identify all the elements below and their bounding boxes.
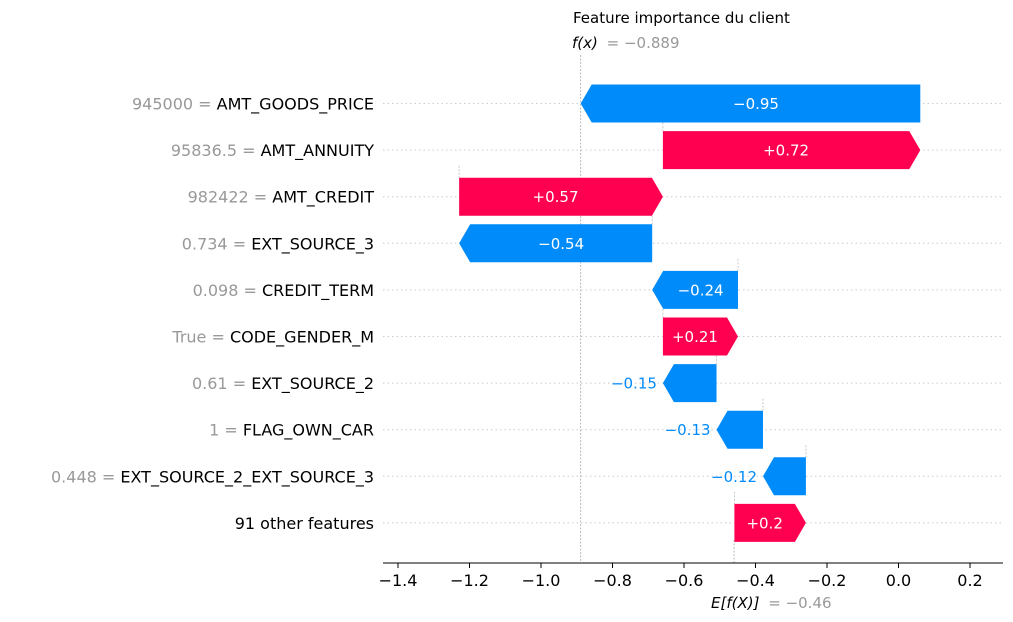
x-tick-label: −0.2 <box>808 571 847 590</box>
bar-value-label: +0.72 <box>763 142 809 160</box>
feature-name: AMT_CREDIT <box>272 188 374 208</box>
negative-bar <box>716 410 764 449</box>
feature-value: 0.448 = <box>51 467 120 486</box>
feature-label: True = CODE_GENDER_M <box>171 328 374 348</box>
negative-bar <box>580 84 921 123</box>
feature-value: 0.61 = <box>192 374 251 393</box>
positive-bar <box>459 177 663 216</box>
chart-title: Feature importance du client <box>573 9 790 27</box>
x-axis: −1.4 −1.2 −1.0 −0.8 −0.6 −0.4 −0.2 0.0 0.2 <box>379 562 1003 590</box>
x-tick-label: −1.0 <box>522 571 561 590</box>
negative-bar <box>652 270 738 309</box>
feature-value: 0.098 = <box>193 281 262 300</box>
feature-label: 0.734 = EXT_SOURCE_3 <box>182 234 374 254</box>
feature-name: AMT_ANNUITY <box>261 141 375 161</box>
bar-value-label: +0.57 <box>533 188 579 206</box>
positive-bar <box>734 503 806 542</box>
feature-label: 982422 = AMT_CREDIT <box>188 188 375 208</box>
ex-label: E[f(X)] <box>711 594 760 612</box>
feature-label: 0.098 = CREDIT_TERM <box>193 281 374 301</box>
feature-label: 945000 = AMT_GOODS_PRICE <box>132 95 374 115</box>
feature-name: CREDIT_TERM <box>262 281 374 301</box>
bar-value-label: −0.54 <box>538 235 584 253</box>
feature-name: CODE_GENDER_M <box>230 328 374 348</box>
x-tick-label: −0.8 <box>593 571 632 590</box>
feature-label: 0.448 = EXT_SOURCE_2_EXT_SOURCE_3 <box>51 467 374 487</box>
positive-bar <box>662 317 738 356</box>
x-tick-label: −0.4 <box>736 571 775 590</box>
x-tick-label: 0.2 <box>957 571 982 590</box>
feature-name: AMT_GOODS_PRICE <box>217 95 374 115</box>
negative-bar <box>763 457 806 496</box>
feature-value: True = <box>171 328 230 347</box>
x-tick-label: −1.4 <box>379 571 418 590</box>
feature-name: EXT_SOURCE_3 <box>251 234 374 254</box>
bar-value-label: −0.12 <box>711 468 757 486</box>
feature-label: 0.61 = EXT_SOURCE_2 <box>192 374 374 394</box>
feature-name: EXT_SOURCE_2 <box>251 374 374 394</box>
fx-value: = −0.889 <box>607 34 680 52</box>
feature-name: 91 other features <box>235 514 374 533</box>
feature-value: 95836.5 = <box>171 141 261 160</box>
feature-label: 91 other features <box>235 514 374 533</box>
feature-value: 945000 = <box>132 95 217 114</box>
bar-value-label: −0.24 <box>678 281 724 299</box>
ex-annotation: E[f(X)] = −0.46 <box>711 594 832 612</box>
feature-value: 982422 = <box>188 188 273 207</box>
x-tick-label: −0.6 <box>665 571 704 590</box>
positive-bar <box>662 131 921 170</box>
feature-name: EXT_SOURCE_2_EXT_SOURCE_3 <box>120 467 374 487</box>
bars: −0.95 +0.72 +0.57 −0.54 −0.24 +0.21 −0.15 −0.13… <box>459 84 921 542</box>
negative-bar <box>459 224 653 263</box>
bar-value-label: +0.2 <box>746 514 782 532</box>
fx-annotation: f(x) = −0.889 <box>572 34 680 52</box>
feature-labels: 945000 = AMT_GOODS_PRICE 95836.5 = AMT_AN… <box>51 95 374 533</box>
bar-value-label: +0.21 <box>672 328 718 346</box>
negative-bar <box>662 364 717 403</box>
x-tick-label: 0.0 <box>886 571 911 590</box>
bar-value-label: −0.13 <box>665 421 711 439</box>
feature-value: 0.734 = <box>182 234 251 253</box>
x-tick-label: −1.2 <box>450 571 489 590</box>
feature-value: 1 = <box>209 421 243 440</box>
bar-value-label: −0.15 <box>611 375 657 393</box>
bar-value-label: −0.95 <box>733 95 779 113</box>
feature-label: 1 = FLAG_OWN_CAR <box>209 421 374 441</box>
feature-name: FLAG_OWN_CAR <box>243 421 374 441</box>
feature-label: 95836.5 = AMT_ANNUITY <box>171 141 374 161</box>
fx-label: f(x) <box>572 34 598 52</box>
ex-value: = −0.46 <box>768 594 831 612</box>
